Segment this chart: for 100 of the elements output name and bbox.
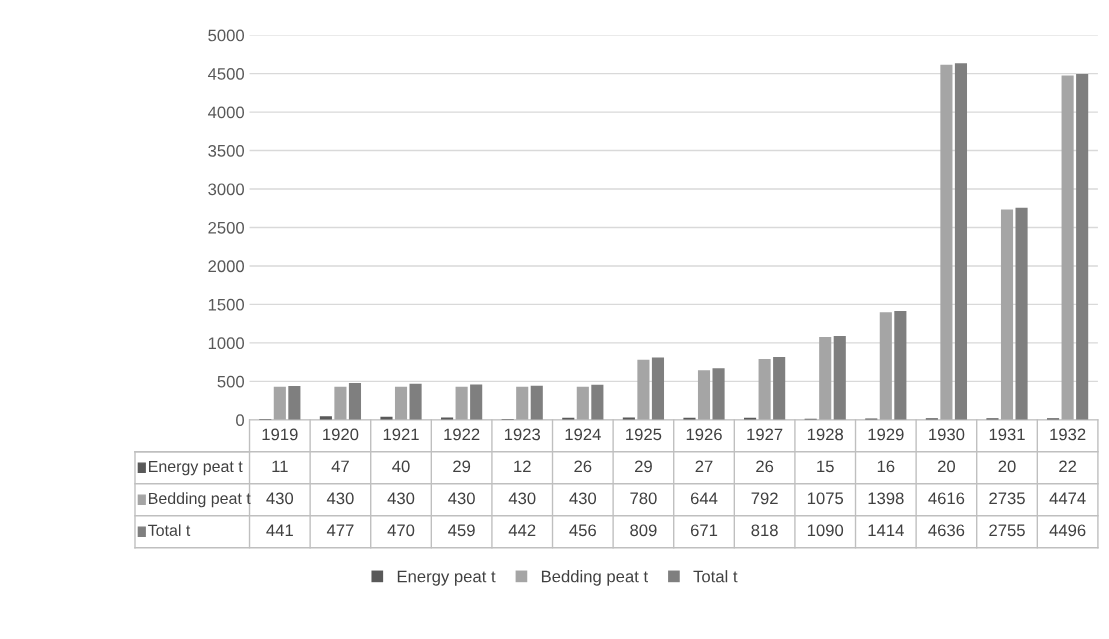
- x-tick-label: 1920: [323, 428, 359, 441]
- data-label: 20: [998, 460, 1016, 473]
- data-label: 47: [331, 460, 349, 473]
- y-tick-label: 3500: [208, 144, 245, 157]
- bar: [1061, 75, 1074, 420]
- bar: [409, 383, 422, 420]
- data-label: 4496: [1049, 524, 1086, 537]
- bar: [591, 384, 604, 420]
- data-label: 20: [937, 460, 956, 473]
- bar: [758, 358, 771, 420]
- data-label: 1075: [807, 492, 844, 505]
- y-tick-label: 4500: [207, 68, 245, 80]
- bar: [894, 311, 907, 420]
- data-label: 780: [630, 492, 657, 505]
- x-tick-label: 1924: [565, 428, 601, 441]
- y-tick-label: 0: [236, 414, 245, 427]
- data-label: 29: [634, 460, 652, 473]
- x-tick-label: 1930: [929, 428, 965, 441]
- x-tick-label: 1931: [989, 428, 1025, 441]
- data-label: 430: [326, 492, 354, 505]
- data-label: 1090: [807, 524, 844, 537]
- data-label: 430: [569, 492, 597, 505]
- y-tick-label: 500: [217, 375, 245, 388]
- data-label: 2755: [989, 524, 1025, 537]
- bar: [334, 386, 347, 420]
- data-label: 4616: [928, 492, 965, 505]
- data-label: 430: [508, 492, 536, 505]
- y-tick-label: 2500: [208, 221, 245, 234]
- bar: [954, 63, 968, 420]
- data-label: 809: [630, 524, 657, 537]
- data-label: 442: [508, 524, 536, 537]
- bar: [697, 370, 711, 420]
- bar: [651, 357, 665, 420]
- bar: [773, 356, 786, 420]
- data-label: 671: [690, 524, 718, 537]
- data-label: 12: [514, 460, 531, 473]
- bar: [273, 386, 286, 420]
- bar: [1000, 209, 1014, 420]
- x-tick-label: 1926: [686, 428, 722, 441]
- data-label: 470: [387, 524, 415, 537]
- data-label: 441: [266, 524, 293, 537]
- bar: [712, 368, 725, 420]
- data-label: 15: [817, 460, 834, 473]
- data-label: 430: [387, 492, 415, 505]
- x-tick-label: 1932: [1050, 428, 1086, 441]
- data-label: 1414: [868, 524, 904, 537]
- x-tick-label: 1929: [868, 428, 904, 441]
- x-tick-label: 1928: [807, 428, 844, 441]
- text: Energy peat t: [397, 570, 496, 586]
- data-label: 2735: [989, 492, 1025, 505]
- y-tick-label: 1500: [208, 298, 245, 311]
- bar: [348, 383, 362, 420]
- data-label: 40: [392, 460, 410, 473]
- x-tick-label: 1919: [262, 428, 298, 441]
- bar: [1015, 207, 1028, 420]
- bar: [833, 335, 846, 420]
- bar: [288, 385, 301, 420]
- y-tick-label: 2000: [208, 260, 245, 273]
- legend-label: Energy peat t: [149, 460, 243, 476]
- bar: [394, 386, 408, 420]
- bar: [879, 312, 892, 420]
- y-tick-label: 3000: [208, 183, 245, 196]
- x-tick-label: 1921: [383, 428, 419, 441]
- data-label: 459: [448, 524, 475, 537]
- data-label: 27: [695, 460, 713, 473]
- data-label: 792: [751, 492, 778, 505]
- data-label: 456: [569, 524, 596, 537]
- data-label: 644: [690, 492, 718, 505]
- bar: [470, 384, 483, 420]
- data-label: 818: [751, 524, 778, 537]
- data-label: 29: [453, 460, 471, 473]
- bar: [516, 386, 529, 420]
- data-label: 22: [1059, 460, 1077, 473]
- text: Total t: [693, 570, 738, 583]
- data-label: 16: [877, 460, 895, 473]
- y-tick-label: 1000: [208, 337, 245, 350]
- legend-label: Bedding peat t: [149, 492, 251, 508]
- data-label: 430: [448, 492, 475, 505]
- data-label: 430: [266, 492, 294, 505]
- bar: [940, 64, 953, 420]
- data-label: 4636: [928, 524, 965, 537]
- data-label: 4474: [1049, 492, 1086, 505]
- x-tick-label: 1922: [444, 428, 480, 441]
- bar: [530, 385, 543, 420]
- x-tick-label: 1927: [747, 428, 783, 441]
- bar: [819, 337, 832, 420]
- data-label: 11: [272, 460, 288, 473]
- x-tick-label: 1925: [626, 428, 662, 441]
- bar: [576, 386, 589, 420]
- text: Bedding peat t: [541, 570, 648, 586]
- bar: [1076, 73, 1089, 420]
- legend-label: Total t: [148, 524, 191, 537]
- data-label: 26: [574, 460, 592, 473]
- x-tick-label: 1923: [504, 428, 541, 441]
- y-tick-label: 4000: [207, 106, 245, 119]
- y-tick-label: 5000: [208, 29, 245, 42]
- bar: [637, 359, 650, 420]
- data-label: 26: [756, 460, 774, 473]
- data-label: 1398: [868, 492, 904, 505]
- bar: [455, 386, 468, 420]
